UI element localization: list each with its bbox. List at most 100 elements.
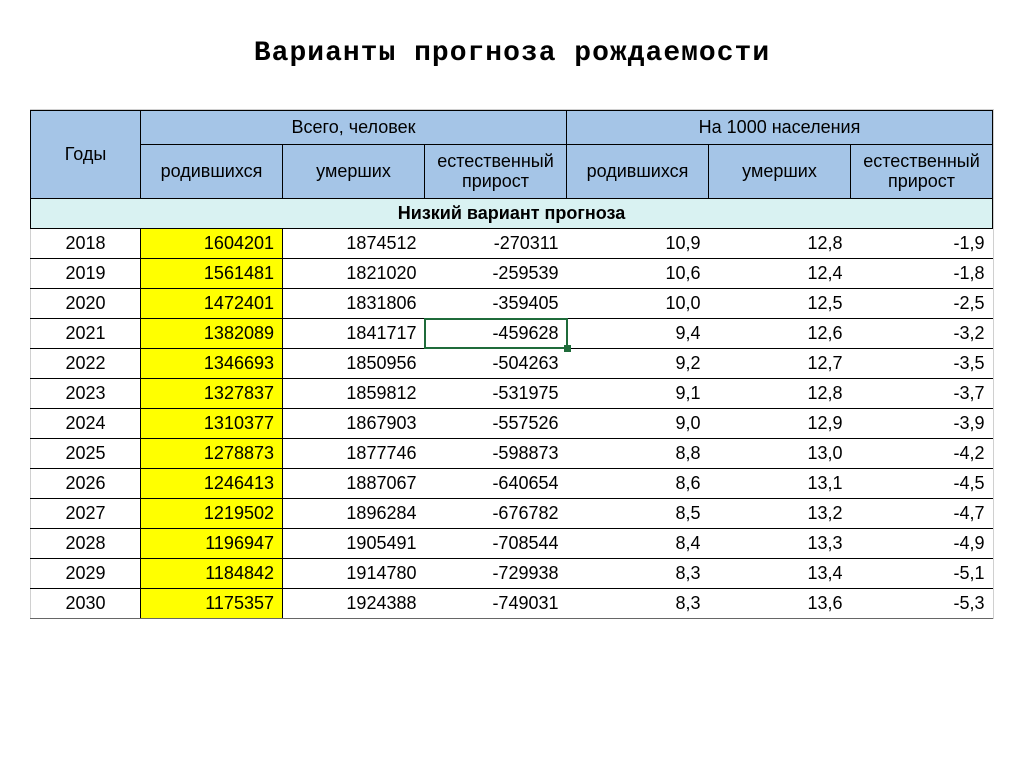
- col-header-died-abs: умерших: [283, 145, 425, 199]
- cell-growth-k[interactable]: -3,2: [851, 319, 993, 349]
- cell-growth-abs[interactable]: -557526: [425, 409, 567, 439]
- col-header-born-k: родившихся: [567, 145, 709, 199]
- cell-births-k[interactable]: 8,5: [567, 499, 709, 529]
- cell-year[interactable]: 2024: [31, 409, 141, 439]
- cell-births-abs[interactable]: 1327837: [141, 379, 283, 409]
- cell-growth-abs[interactable]: -708544: [425, 529, 567, 559]
- cell-births-abs[interactable]: 1561481: [141, 259, 283, 289]
- cell-growth-k[interactable]: -4,7: [851, 499, 993, 529]
- col-group-total: Всего, человек: [141, 111, 567, 145]
- cell-births-abs[interactable]: 1175357: [141, 589, 283, 619]
- cell-growth-k[interactable]: -5,3: [851, 589, 993, 619]
- cell-growth-k[interactable]: -3,9: [851, 409, 993, 439]
- cell-deaths-abs[interactable]: 1831806: [283, 289, 425, 319]
- cell-year[interactable]: 2027: [31, 499, 141, 529]
- cell-births-k[interactable]: 8,8: [567, 439, 709, 469]
- col-group-per1000: На 1000 населения: [567, 111, 993, 145]
- cell-deaths-abs[interactable]: 1905491: [283, 529, 425, 559]
- cell-growth-k[interactable]: -4,9: [851, 529, 993, 559]
- cell-births-abs[interactable]: 1278873: [141, 439, 283, 469]
- cell-growth-k[interactable]: -2,5: [851, 289, 993, 319]
- cell-births-k[interactable]: 9,4: [567, 319, 709, 349]
- cell-growth-abs[interactable]: -259539: [425, 259, 567, 289]
- cell-deaths-k[interactable]: 13,6: [709, 589, 851, 619]
- cell-births-k[interactable]: 9,0: [567, 409, 709, 439]
- cell-births-k[interactable]: 10,6: [567, 259, 709, 289]
- cell-deaths-abs[interactable]: 1896284: [283, 499, 425, 529]
- cell-births-abs[interactable]: 1604201: [141, 229, 283, 259]
- cell-growth-abs[interactable]: -729938: [425, 559, 567, 589]
- cell-growth-abs[interactable]: -270311: [425, 229, 567, 259]
- cell-births-k[interactable]: 8,6: [567, 469, 709, 499]
- cell-deaths-k[interactable]: 13,3: [709, 529, 851, 559]
- cell-growth-abs[interactable]: -359405: [425, 289, 567, 319]
- cell-births-k[interactable]: 10,9: [567, 229, 709, 259]
- cell-deaths-abs[interactable]: 1867903: [283, 409, 425, 439]
- cell-deaths-abs[interactable]: 1887067: [283, 469, 425, 499]
- cell-year[interactable]: 2025: [31, 439, 141, 469]
- cell-growth-k[interactable]: -3,5: [851, 349, 993, 379]
- cell-year[interactable]: 2029: [31, 559, 141, 589]
- cell-births-k[interactable]: 8,3: [567, 559, 709, 589]
- cell-growth-k[interactable]: -5,1: [851, 559, 993, 589]
- cell-growth-abs[interactable]: -640654: [425, 469, 567, 499]
- cell-births-abs[interactable]: 1472401: [141, 289, 283, 319]
- cell-births-abs[interactable]: 1382089: [141, 319, 283, 349]
- cell-year[interactable]: 2020: [31, 289, 141, 319]
- cell-deaths-k[interactable]: 12,8: [709, 379, 851, 409]
- cell-births-k[interactable]: 9,2: [567, 349, 709, 379]
- cell-deaths-abs[interactable]: 1874512: [283, 229, 425, 259]
- cell-year[interactable]: 2019: [31, 259, 141, 289]
- cell-deaths-abs[interactable]: 1877746: [283, 439, 425, 469]
- cell-deaths-k[interactable]: 12,7: [709, 349, 851, 379]
- cell-year[interactable]: 2030: [31, 589, 141, 619]
- cell-year[interactable]: 2023: [31, 379, 141, 409]
- cell-deaths-k[interactable]: 13,0: [709, 439, 851, 469]
- table-row: 202612464131887067-6406548,613,1-4,5: [31, 469, 993, 499]
- cell-year[interactable]: 2018: [31, 229, 141, 259]
- cell-growth-abs[interactable]: -749031: [425, 589, 567, 619]
- cell-deaths-k[interactable]: 12,5: [709, 289, 851, 319]
- cell-growth-k[interactable]: -1,9: [851, 229, 993, 259]
- cell-deaths-k[interactable]: 13,1: [709, 469, 851, 499]
- cell-deaths-k[interactable]: 12,6: [709, 319, 851, 349]
- cell-deaths-k[interactable]: 12,8: [709, 229, 851, 259]
- cell-deaths-abs[interactable]: 1850956: [283, 349, 425, 379]
- cell-births-abs[interactable]: 1219502: [141, 499, 283, 529]
- cell-births-abs[interactable]: 1196947: [141, 529, 283, 559]
- cell-births-k[interactable]: 10,0: [567, 289, 709, 319]
- cell-growth-abs[interactable]: -598873: [425, 439, 567, 469]
- cell-growth-k[interactable]: -1,8: [851, 259, 993, 289]
- table-row: 201816042011874512-27031110,912,8-1,9: [31, 229, 993, 259]
- cell-deaths-abs[interactable]: 1859812: [283, 379, 425, 409]
- cell-growth-abs[interactable]: -676782: [425, 499, 567, 529]
- cell-year[interactable]: 2021: [31, 319, 141, 349]
- cell-births-abs[interactable]: 1346693: [141, 349, 283, 379]
- cell-births-k[interactable]: 8,3: [567, 589, 709, 619]
- cell-year[interactable]: 2026: [31, 469, 141, 499]
- cell-deaths-abs[interactable]: 1821020: [283, 259, 425, 289]
- cell-births-k[interactable]: 9,1: [567, 379, 709, 409]
- cell-growth-k[interactable]: -3,7: [851, 379, 993, 409]
- cell-growth-abs[interactable]: -531975: [425, 379, 567, 409]
- cell-year[interactable]: 2028: [31, 529, 141, 559]
- cell-deaths-abs[interactable]: 1841717: [283, 319, 425, 349]
- cell-deaths-k[interactable]: 13,4: [709, 559, 851, 589]
- cell-births-abs[interactable]: 1246413: [141, 469, 283, 499]
- cell-deaths-k[interactable]: 13,2: [709, 499, 851, 529]
- col-header-born-abs: родившихся: [141, 145, 283, 199]
- cell-growth-k[interactable]: -4,2: [851, 439, 993, 469]
- cell-deaths-abs[interactable]: 1914780: [283, 559, 425, 589]
- cell-year[interactable]: 2022: [31, 349, 141, 379]
- cell-deaths-k[interactable]: 12,4: [709, 259, 851, 289]
- cell-growth-abs[interactable]: -459628: [425, 319, 567, 349]
- cell-deaths-k[interactable]: 12,9: [709, 409, 851, 439]
- cell-deaths-abs[interactable]: 1924388: [283, 589, 425, 619]
- cell-births-abs[interactable]: 1310377: [141, 409, 283, 439]
- cell-births-k[interactable]: 8,4: [567, 529, 709, 559]
- cell-growth-k[interactable]: -4,5: [851, 469, 993, 499]
- cell-growth-abs[interactable]: -504263: [425, 349, 567, 379]
- cell-births-abs[interactable]: 1184842: [141, 559, 283, 589]
- col-header-years: Годы: [31, 111, 141, 199]
- col-header-died-k: умерших: [709, 145, 851, 199]
